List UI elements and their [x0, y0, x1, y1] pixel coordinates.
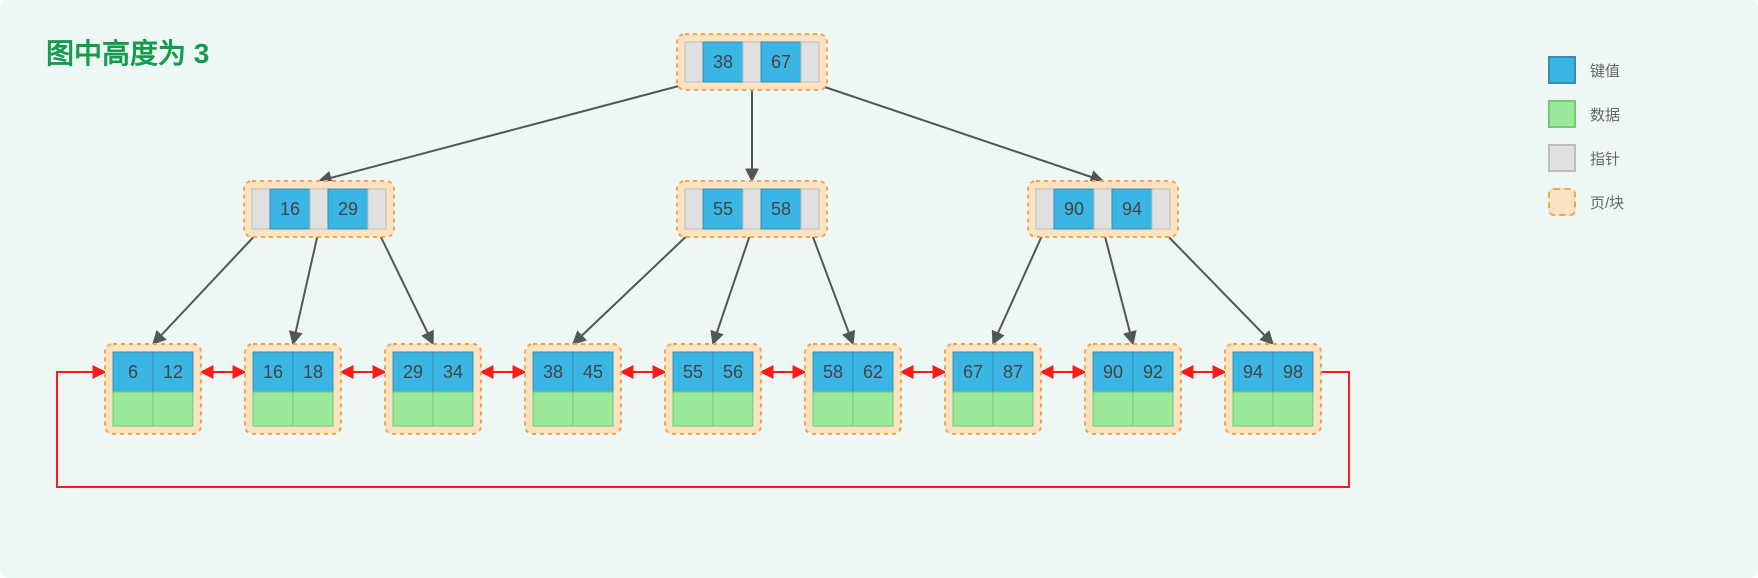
key-value: 55	[683, 362, 703, 382]
legend-item: 数据	[1548, 100, 1624, 128]
data-cell	[1133, 392, 1173, 426]
key-value: 38	[713, 52, 733, 72]
key-value: 94	[1243, 362, 1263, 382]
data-cell	[433, 392, 473, 426]
legend-swatch	[1548, 100, 1576, 128]
tree-edge	[573, 229, 694, 344]
tree-edge	[810, 82, 1103, 181]
key-value: 55	[713, 199, 733, 219]
data-cell	[713, 392, 753, 426]
key-value: 67	[771, 52, 791, 72]
key-value: 94	[1122, 199, 1142, 219]
data-cell	[673, 392, 713, 426]
legend-swatch	[1548, 144, 1576, 172]
pointer-cell	[1094, 189, 1112, 229]
tree-edge	[713, 229, 752, 344]
diagram-svg: 38 67 16 29 55 58 90 94 6 12 16 18 29 34 38 45 55 56 58 62 6…	[0, 0, 1758, 578]
data-cell	[393, 392, 433, 426]
data-cell	[253, 392, 293, 426]
legend-label: 键值	[1590, 60, 1620, 81]
key-value: 34	[443, 362, 463, 382]
key-value: 6	[128, 362, 138, 382]
legend-item: 指针	[1548, 144, 1624, 172]
data-cell	[813, 392, 853, 426]
data-cell	[1273, 392, 1313, 426]
data-cell	[113, 392, 153, 426]
pointer-cell	[310, 189, 328, 229]
key-value: 98	[1283, 362, 1303, 382]
tree-edge	[293, 229, 319, 344]
pointer-cell	[801, 42, 819, 82]
key-value: 87	[1003, 362, 1023, 382]
data-cell	[853, 392, 893, 426]
legend-item: 页/块	[1548, 188, 1624, 216]
legend-swatch	[1548, 56, 1576, 84]
tree-edge	[810, 229, 853, 344]
key-value: 29	[338, 199, 358, 219]
key-value: 62	[863, 362, 883, 382]
legend-label: 指针	[1590, 148, 1620, 169]
key-value: 90	[1064, 199, 1084, 219]
key-value: 92	[1143, 362, 1163, 382]
pointer-cell	[1152, 189, 1170, 229]
key-value: 12	[163, 362, 183, 382]
tree-edge	[1103, 229, 1133, 344]
tree-edge	[377, 229, 433, 344]
legend: 键值数据指针页/块	[1548, 56, 1624, 232]
key-value: 58	[823, 362, 843, 382]
key-value: 67	[963, 362, 983, 382]
tree-edge	[153, 229, 261, 344]
data-cell	[993, 392, 1033, 426]
key-value: 29	[403, 362, 423, 382]
key-value: 56	[723, 362, 743, 382]
diagram-canvas: 图中高度为 3 38671629555890946121618293438455…	[0, 0, 1758, 578]
data-cell	[573, 392, 613, 426]
pointer-cell	[801, 189, 819, 229]
pointer-cell	[1036, 189, 1054, 229]
pointer-cell	[685, 42, 703, 82]
key-value: 58	[771, 199, 791, 219]
key-value: 38	[543, 362, 563, 382]
pointer-cell	[368, 189, 386, 229]
data-cell	[153, 392, 193, 426]
tree-edge	[319, 82, 694, 181]
pointer-cell	[685, 189, 703, 229]
pointer-cell	[743, 42, 761, 82]
pointer-cell	[743, 189, 761, 229]
legend-label: 数据	[1590, 104, 1620, 125]
pointer-cell	[252, 189, 270, 229]
key-value: 45	[583, 362, 603, 382]
key-value: 16	[280, 199, 300, 219]
data-cell	[1093, 392, 1133, 426]
tree-edge	[1161, 229, 1273, 344]
key-value: 90	[1103, 362, 1123, 382]
data-cell	[533, 392, 573, 426]
data-cell	[953, 392, 993, 426]
legend-swatch	[1548, 188, 1576, 216]
data-cell	[293, 392, 333, 426]
tree-edge	[993, 229, 1045, 344]
legend-label: 页/块	[1590, 192, 1624, 213]
key-value: 18	[303, 362, 323, 382]
legend-item: 键值	[1548, 56, 1624, 84]
key-value: 16	[263, 362, 283, 382]
data-cell	[1233, 392, 1273, 426]
